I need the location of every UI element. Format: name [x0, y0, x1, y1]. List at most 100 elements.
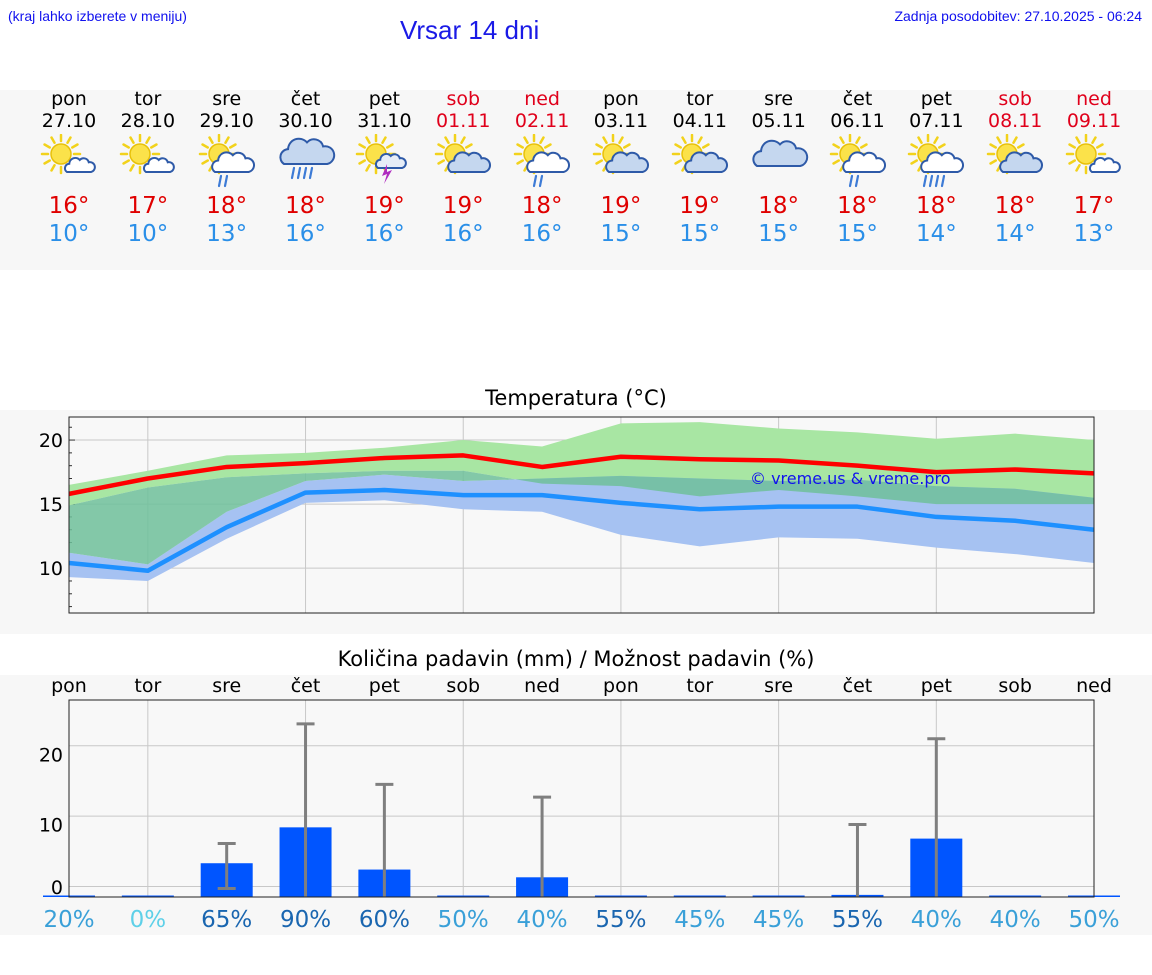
- min-temperature: 14°: [915, 221, 957, 247]
- day-column: pet 07.11 18° 14°: [897, 88, 975, 248]
- sun-small-cloud-icon: [40, 134, 96, 175]
- sun-cloud-icon: [435, 134, 492, 175]
- precipitation-bar: [594, 895, 647, 897]
- min-temperature: 13°: [206, 221, 248, 247]
- min-temperature: 16°: [285, 221, 326, 247]
- day-label: sre: [212, 675, 241, 697]
- precipitation-probability: 50%: [438, 907, 489, 933]
- day-label: čet: [843, 675, 873, 697]
- plot-frame: [68, 416, 1095, 614]
- day-name: tor: [686, 88, 714, 110]
- precipitation-probability: 55%: [595, 907, 646, 933]
- day-name: pon: [603, 88, 639, 110]
- max-temperature: 18°: [915, 193, 957, 219]
- day-name: pet: [368, 88, 400, 110]
- forecast-strip: [0, 90, 1152, 270]
- watermark: © vreme.us & vreme.pro: [750, 469, 951, 488]
- precipitation-bar: [752, 895, 805, 897]
- min-temperature-band: [69, 474, 1094, 581]
- day-name: ned: [524, 88, 560, 110]
- max-temperature: 18°: [758, 193, 800, 219]
- min-temperature: 15°: [679, 221, 721, 247]
- precipitation-probability: 20%: [43, 907, 94, 933]
- y-tick-label: 10: [39, 815, 63, 837]
- day-name: pon: [51, 88, 87, 110]
- precipitation-probability: 45%: [753, 907, 804, 933]
- cloud-icon: [752, 139, 808, 167]
- day-name: čet: [842, 88, 873, 110]
- sun-cloud-rain-icon: [513, 134, 571, 188]
- day-date: 08.11: [987, 110, 1043, 132]
- temperature-chart-title: Temperatura (°C): [485, 386, 667, 410]
- precipitation-probability: 50%: [1068, 907, 1119, 933]
- sun-cloud-icon: [986, 134, 1044, 175]
- day-date: 01.11: [436, 110, 491, 132]
- day-date: 03.11: [593, 110, 649, 132]
- day-name: pet: [920, 88, 952, 110]
- sun-small-cloud-icon: [1065, 134, 1121, 175]
- precipitation-probability: 0%: [130, 907, 167, 933]
- precipitation-probability: 55%: [832, 907, 883, 933]
- min-temperature: 15°: [600, 221, 642, 247]
- day-name: sob: [998, 88, 1032, 110]
- cloud-rain-icon: [278, 137, 335, 180]
- precipitation-probability: 40%: [990, 907, 1041, 933]
- max-temperature-line: [68, 453, 1095, 497]
- max-temperature: 19°: [442, 193, 484, 219]
- last-updated: Zadnja posodobitev: 27.10.2025 - 06:24: [894, 8, 1142, 24]
- day-name: sre: [212, 88, 242, 110]
- day-column: sob 08.11 18° 14°: [976, 88, 1054, 248]
- precipitation-probability: 40%: [911, 907, 962, 933]
- day-column: pon 27.10 16° 10°: [30, 88, 108, 248]
- max-temperature: 18°: [285, 193, 326, 219]
- min-temperature: 10°: [127, 221, 169, 247]
- day-label: pon: [603, 675, 639, 697]
- min-temperature: 16°: [442, 221, 484, 247]
- min-temperature: 16°: [364, 221, 405, 247]
- sun-cloud-icon: [592, 134, 649, 175]
- precipitation-probability: 65%: [201, 907, 252, 933]
- sun-cloud-heavy-rain-icon: [908, 134, 965, 188]
- max-temperature: 19°: [679, 193, 721, 219]
- min-temperature-line: [68, 487, 1095, 573]
- day-label: ned: [524, 675, 560, 697]
- day-label: sre: [764, 675, 793, 697]
- max-temperature: 19°: [600, 193, 642, 219]
- day-column: čet 06.11 18° 15°: [819, 88, 897, 248]
- day-date: 02.11: [514, 110, 570, 132]
- day-label: ned: [1076, 675, 1112, 697]
- plot-frame: [68, 699, 1095, 898]
- max-temperature: 18°: [837, 193, 878, 219]
- max-temperature: 18°: [521, 193, 563, 219]
- day-label: čet: [291, 675, 321, 697]
- day-name: čet: [290, 88, 321, 110]
- day-name: sob: [446, 88, 481, 110]
- day-label: tor: [134, 675, 161, 697]
- day-column: pon 03.11 19° 15°: [582, 88, 660, 248]
- day-column: tor 28.10 17° 10°: [109, 88, 187, 248]
- y-tick-label: 20: [39, 744, 63, 766]
- precipitation-chart: pon tor sre čet pet sob ned pon tor sre čet pet sob n…: [39, 675, 1120, 933]
- sun-cloud-icon: [671, 134, 728, 175]
- day-date: 29.10: [199, 110, 254, 132]
- day-name: ned: [1076, 88, 1112, 110]
- sun-small-cloud-icon: [119, 134, 175, 175]
- day-column: tor 04.11 19° 15°: [661, 88, 739, 248]
- min-temperature: 14°: [994, 221, 1036, 247]
- day-name: sre: [764, 88, 794, 110]
- day-date: 05.11: [751, 110, 806, 132]
- max-temperature: 19°: [364, 193, 405, 219]
- y-tick-label: 20: [39, 430, 63, 452]
- forecast-days: pon 27.10 16° 10° tor 28.10 17° 10° sre 29.10 18° 1…: [0, 88, 1152, 268]
- day-column: sre 29.10 18° 13°: [188, 88, 266, 248]
- location-hint-link[interactable]: (kraj lahko izberete v meniju): [8, 8, 187, 24]
- min-temperature: 10°: [48, 221, 90, 247]
- day-column: čet 30.10 18° 16°: [267, 88, 345, 248]
- day-label: pon: [51, 675, 87, 697]
- max-temperature: 18°: [994, 193, 1036, 219]
- precipitation-bar: [437, 895, 490, 897]
- day-date: 27.10: [41, 110, 97, 132]
- day-column: sre 05.11 18° 15°: [740, 88, 818, 248]
- day-date: 09.11: [1066, 110, 1122, 132]
- precipitation-bar: [989, 895, 1042, 897]
